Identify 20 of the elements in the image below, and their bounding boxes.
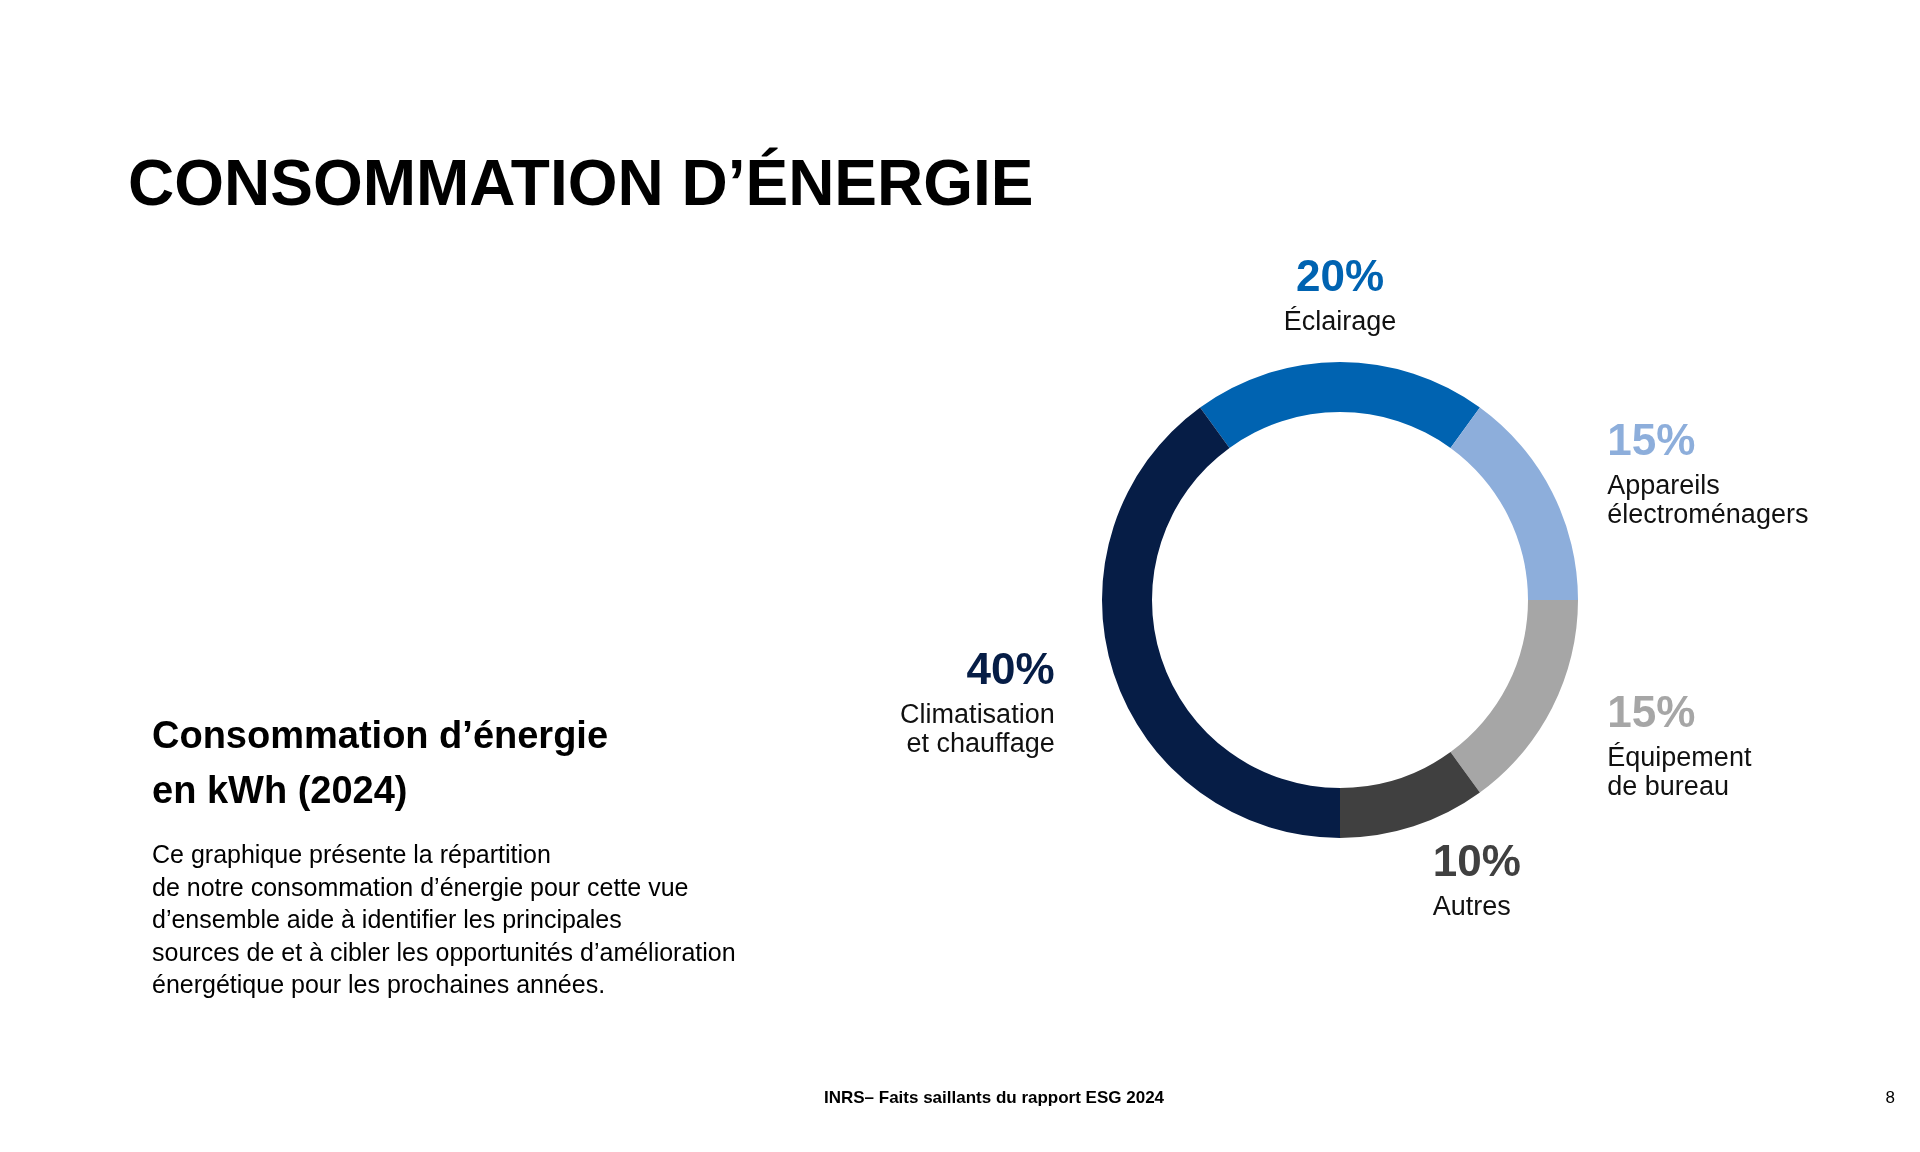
donut-slice	[1200, 362, 1480, 448]
slice-label: Éclairage	[1283, 306, 1397, 336]
slice-label: Climatisation et chauffage	[900, 698, 1055, 758]
chart-title: CONSOMMATION D’ÉNERGIE	[128, 147, 1034, 219]
slice-label: Autres	[1432, 891, 1511, 922]
donut-slice	[1102, 407, 1340, 838]
text: Consommation d’énergie en kWh (2024)	[152, 714, 609, 812]
donut-slice	[1450, 407, 1578, 600]
data-label: 20%	[1295, 251, 1385, 300]
text: INRS– Faits saillants du rapport ESG 2024	[823, 1088, 1165, 1107]
data-label: 10%	[1432, 836, 1521, 886]
text: 8	[1885, 1088, 1895, 1107]
data-label: 40%	[966, 643, 1055, 693]
text: Ce graphique présente la répartition de notre consommation d’énergie pour cette vue d’ensemble aide à identifier les principales sources de et à cibler les opportunités d’amélioration énergétique pour les prochaines années.	[152, 840, 736, 998]
slice-label: Équipement de bureau	[1607, 742, 1752, 802]
data-label: 15%	[1607, 414, 1696, 464]
donut-slice	[1340, 752, 1480, 838]
slice-label: Appareils électroménagers	[1607, 469, 1809, 529]
data-label: 15%	[1607, 687, 1696, 737]
donut-slice	[1450, 600, 1578, 793]
